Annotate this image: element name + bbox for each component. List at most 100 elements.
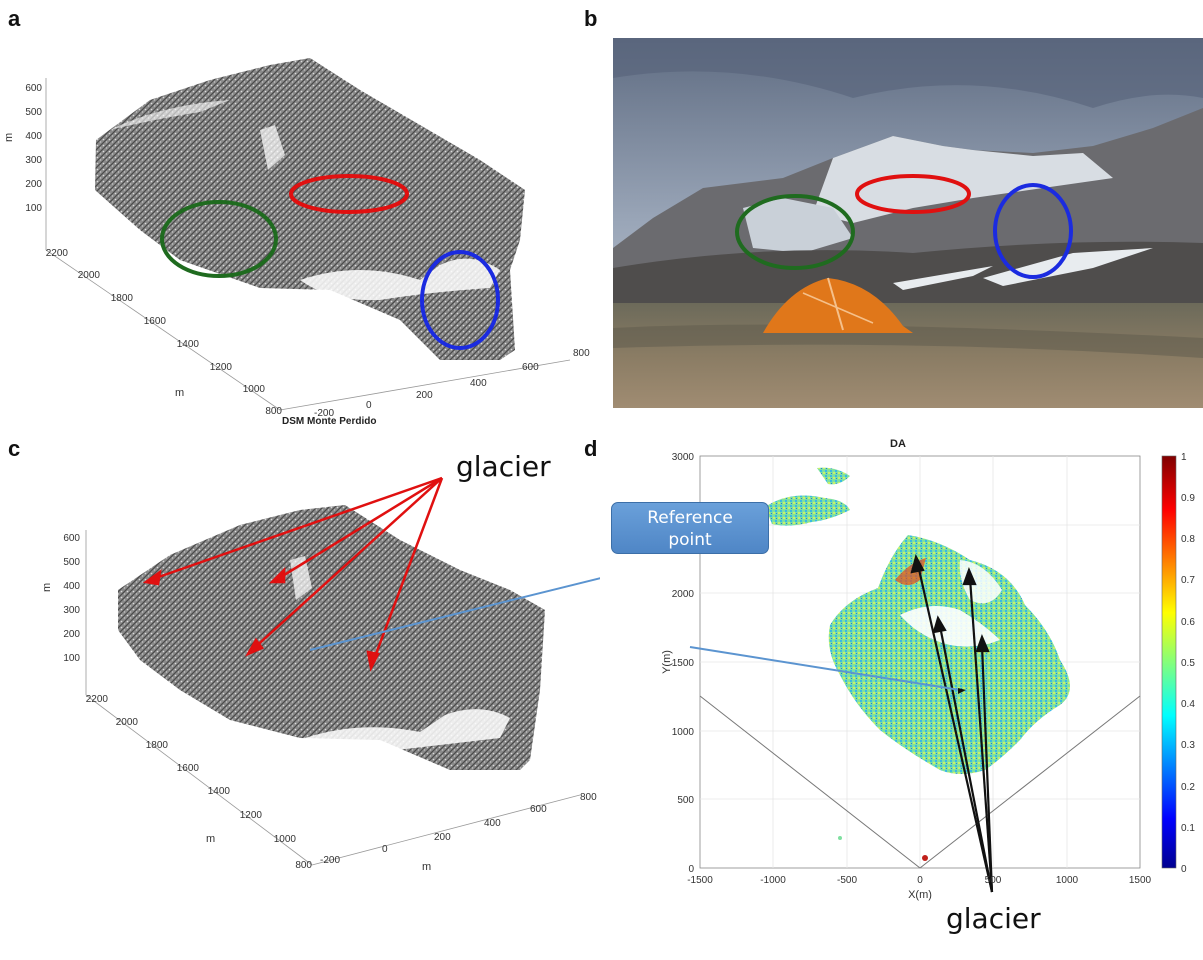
d-x-tick: -1000 <box>760 875 786 886</box>
c-x-tick: 600 <box>530 804 547 815</box>
a-z-tick: 500 <box>25 107 42 118</box>
glacier-label-d: glacier <box>946 902 1041 935</box>
panel-letter-b: b <box>584 6 598 31</box>
d-x-tick: -500 <box>837 875 857 886</box>
a-y-tick: 1000 <box>243 384 266 395</box>
c-z-tick: 500 <box>63 557 80 568</box>
d-x-tick: 500 <box>985 875 1002 886</box>
da-blob-top <box>765 495 850 526</box>
c-x-label: m <box>422 861 431 873</box>
c-y-tick: 1200 <box>240 810 263 821</box>
reference-label-line2: point <box>668 530 712 550</box>
c-x-tick: 200 <box>434 832 451 843</box>
d-y-tick: 2000 <box>672 589 695 600</box>
colorbar-tick: 0.8 <box>1181 534 1195 545</box>
a-x-tick: 600 <box>522 362 539 373</box>
reference-line-d <box>689 646 961 691</box>
a-z-tick: 100 <box>25 203 42 214</box>
d-y-tick: 0 <box>688 864 694 875</box>
colorbar-tick: 0 <box>1181 864 1187 875</box>
c-y-tick: 800 <box>295 860 312 871</box>
colorbar-tick: 0.2 <box>1181 782 1195 793</box>
da-blob-main <box>828 535 1070 774</box>
c-x-tick: -200 <box>320 855 340 866</box>
a-x-tick: -200 <box>314 408 334 419</box>
a-z-tick: 600 <box>25 83 42 94</box>
d-x-tick: 0 <box>917 875 923 886</box>
c-y-tick: 2200 <box>86 694 109 705</box>
colorbar-tick: 0.6 <box>1181 617 1195 628</box>
da-title: DA <box>890 438 906 450</box>
c-z-tick: 200 <box>63 629 80 640</box>
d-y-tick: 3000 <box>672 452 695 463</box>
red-ellipse <box>289 174 409 214</box>
glacier-label-c: glacier <box>456 450 551 483</box>
glacier-arrows-d <box>910 554 994 893</box>
reference-label-line1: Reference <box>647 508 733 528</box>
panel-letter-c: c <box>8 436 21 461</box>
landscape-photo <box>613 38 1203 408</box>
colorbar-tick: 0.5 <box>1181 658 1195 669</box>
a-y-tick: 1200 <box>210 362 233 373</box>
a-y-tick: 800 <box>265 406 282 417</box>
colorbar-tick: 0.4 <box>1181 699 1195 710</box>
c-x-tick: 0 <box>382 844 388 855</box>
panel-b-photo <box>613 38 1203 408</box>
photo-red-ellipse <box>855 174 971 214</box>
d-y-tick: 500 <box>677 795 694 806</box>
reference-point-callout: Reference point <box>611 502 769 554</box>
a-y-tick: 1800 <box>111 293 134 304</box>
c-y-label: m <box>206 833 215 845</box>
panel-d-da-heatmap: 3000 2500 2000 1500 1000 500 0 Y(m) -150… <box>661 452 1195 901</box>
c-y-tick: 2000 <box>116 717 139 728</box>
c-z-tick: 400 <box>63 581 80 592</box>
colorbar-tick: 1 <box>1181 452 1187 463</box>
c-x-tick: 400 <box>484 818 501 829</box>
c-z-tick: 600 <box>63 533 80 544</box>
terrain-surface-c <box>118 505 545 770</box>
colorbar-tick: 0.1 <box>1181 823 1195 834</box>
photo-blue-ellipse <box>993 183 1073 279</box>
blue-ellipse <box>420 250 500 350</box>
d-x-tick: -1500 <box>687 875 713 886</box>
colorbar <box>1161 455 1177 869</box>
panel-c-dsm-plot: 600 500 400 300 200 100 m 2200 2000 1800… <box>41 476 600 873</box>
a-x-tick: 200 <box>416 390 433 401</box>
a-y-tick: 1400 <box>177 339 200 350</box>
c-y-tick: 1000 <box>274 834 297 845</box>
a-z-tick: 200 <box>25 179 42 190</box>
a-y-label: m <box>175 387 184 399</box>
photo-green-ellipse <box>735 194 855 270</box>
dsm-title: DSM Monte Perdido <box>282 416 377 427</box>
green-ellipse <box>160 200 278 278</box>
c-y-tick: 1400 <box>208 786 231 797</box>
d-x-tick: 1000 <box>1056 875 1079 886</box>
tent <box>763 278 913 333</box>
a-y-tick: 2200 <box>46 248 69 259</box>
a-y-tick: 1600 <box>144 316 167 327</box>
colorbar-tick: 0.7 <box>1181 575 1195 586</box>
c-x-tick: 800 <box>580 792 597 803</box>
c-z-tick: 100 <box>63 653 80 664</box>
a-x-tick: 0 <box>366 400 372 411</box>
a-y-tick: 2000 <box>78 270 101 281</box>
colorbar-tick: 0.3 <box>1181 740 1195 751</box>
d-y-label: Y(m) <box>661 650 673 674</box>
a-x-tick: 800 <box>573 348 590 359</box>
c-y-tick: 1800 <box>146 740 169 751</box>
d-y-tick: 1500 <box>672 658 695 669</box>
a-z-tick: 400 <box>25 131 42 142</box>
d-x-tick: 1500 <box>1129 875 1152 886</box>
d-x-label: X(m) <box>908 889 932 901</box>
a-z-tick: 300 <box>25 155 42 166</box>
a-x-tick: 400 <box>470 378 487 389</box>
d-y-tick: 1000 <box>672 727 695 738</box>
panel-letter-d: d <box>584 436 598 461</box>
panel-letter-a: a <box>8 6 21 31</box>
reference-line-c <box>309 577 600 651</box>
colorbar-tick: 0.9 <box>1181 493 1195 504</box>
c-y-tick: 1600 <box>177 763 200 774</box>
c-z-label: m <box>41 583 53 592</box>
c-z-tick: 300 <box>63 605 80 616</box>
a-z-label: m <box>3 133 15 142</box>
